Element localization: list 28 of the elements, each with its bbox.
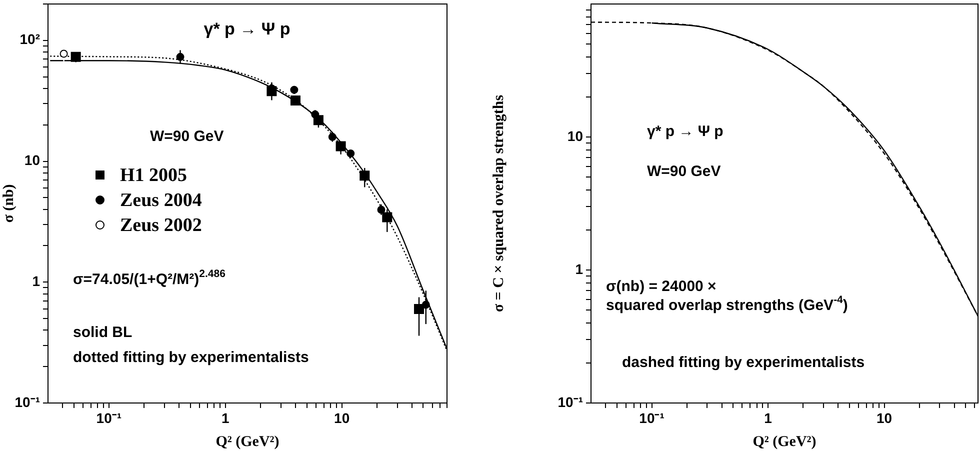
y-axis-title: σ = C × squared overlap strengths	[490, 94, 507, 312]
y-tick-label: 10	[24, 152, 40, 168]
x-tick-label: 10⁻¹	[96, 410, 122, 426]
y-tick-label: 10⁻¹	[558, 394, 584, 410]
x-tick-label: 1	[221, 410, 230, 426]
y-tick-label: 1	[575, 260, 584, 277]
annotation: γ* p → Ψ p	[647, 123, 724, 140]
legend-label: Zeus 2004	[120, 190, 202, 211]
legend-label: H1 2005	[120, 164, 188, 186]
annotation: W=90 GeV	[150, 128, 224, 146]
y-tick-label: 10⁻¹	[14, 394, 40, 410]
y-axis-title: σ (nb)	[0, 184, 17, 223]
legend-label: Zeus 2002	[120, 214, 202, 236]
x-tick-label: 10	[876, 410, 892, 426]
annotation: solid BL	[73, 324, 132, 342]
y-tick-label: 10	[567, 128, 584, 144]
annotation: dashed fitting by experimentalists	[622, 354, 865, 372]
x-tick-label: 10	[334, 410, 350, 426]
y-tick-label: 10²	[20, 31, 40, 48]
text: γ* p → Ψ p	[204, 20, 290, 39]
y-tick-label: 1	[32, 272, 40, 289]
x-axis-title: Q² (GeV²)	[752, 434, 816, 450]
x-tick-label: 10⁻¹	[639, 410, 665, 426]
annotation: σ(nb) = 24000 ×	[606, 278, 717, 296]
x-axis-title: Q² (GeV²)	[216, 434, 280, 450]
annotation: dotted fitting by experimentalists	[73, 349, 309, 366]
annotation: W=90 GeV	[647, 163, 721, 180]
x-tick-label: 1	[764, 410, 772, 426]
